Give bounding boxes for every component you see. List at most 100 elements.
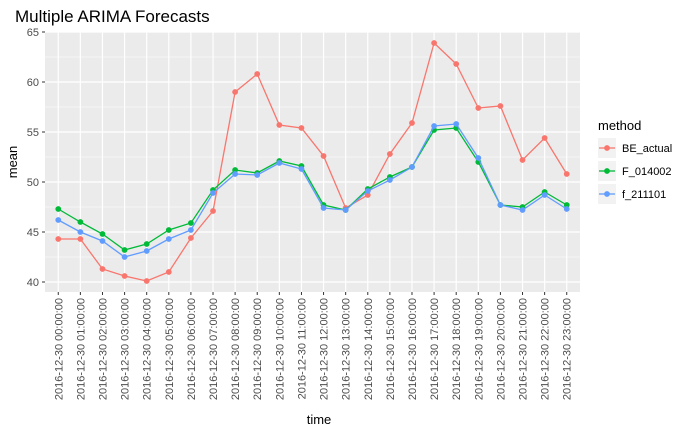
data-point [188,235,194,241]
data-point [121,247,128,253]
x-tick-label: 2016-12-30 11:00:00 [296,298,308,399]
x-tick-label: 2016-12-30 18:00:00 [451,298,463,400]
panel-background [45,32,580,292]
y-axis: 40 45 50 55 60 65 [27,27,45,289]
data-point [541,135,548,141]
x-tick-label: 2016-12-30 07:00:00 [208,298,220,400]
x-tick-label: 2016-12-30 09:00:00 [252,298,264,400]
data-point [55,206,62,212]
data-point [364,188,371,194]
x-tick-label: 2016-12-30 10:00:00 [274,298,286,400]
x-tick-label: 2016-12-30 17:00:00 [429,298,441,400]
data-point [386,177,393,183]
data-point [475,155,482,161]
data-point [453,121,460,127]
data-point [77,229,84,235]
data-point [210,208,216,214]
data-point [77,236,84,242]
chart-title: Multiple ARIMA Forecasts [15,7,210,26]
data-point [497,202,504,208]
legend-item-BE_actual: BE_actual [598,138,672,158]
x-tick-label: 2016-12-30 01:00:00 [75,298,87,400]
x-tick-label: 2016-12-30 15:00:00 [385,298,397,400]
data-point [188,227,194,233]
data-point [563,206,570,212]
data-point [232,171,239,177]
data-point [254,172,261,178]
x-tick-label: 2016-12-30 23:00:00 [562,298,574,400]
x-tick-label: 2016-12-30 22:00:00 [540,298,552,400]
data-point [143,248,150,254]
data-point [55,236,62,242]
plot-panel [45,31,580,292]
x-tick-label: 2016-12-30 08:00:00 [230,298,242,400]
data-point [519,157,526,163]
data-point [475,105,482,111]
x-tick-label: 2016-12-30 21:00:00 [518,298,530,400]
data-point [453,61,460,67]
legend-item-F_014002: F_014002 [598,161,672,181]
x-tick-label: 2016-12-30 19:00:00 [473,298,485,400]
data-point [143,241,150,247]
legend-key-point [604,168,610,174]
legend-title: method [598,118,641,133]
x-tick-label: 2016-12-30 14:00:00 [363,298,375,400]
series-line [57,127,568,251]
data-point [143,278,150,284]
series-f_211101 [55,121,570,260]
y-tick-label: 40 [27,277,39,289]
data-point [121,254,128,260]
series-line [58,41,568,282]
data-point [563,202,570,208]
series-BE_actual [55,40,570,284]
legend: method BE_actual F_014002 f_211101 [598,118,672,204]
y-tick-label: 50 [27,177,39,189]
data-point [519,207,526,213]
series-line [57,123,568,258]
data-point [55,217,62,223]
x-tick-label: 2016-12-30 06:00:00 [186,298,198,400]
data-point [254,71,261,77]
x-tick-label: 2016-12-30 12:00:00 [319,298,331,400]
legend-label: BE_actual [622,143,672,155]
y-tick-label: 55 [27,127,39,139]
data-point [232,167,239,173]
data-point [320,153,327,159]
legend-label: F_014002 [622,166,672,178]
x-tick-label: 2016-12-30 20:00:00 [495,298,507,400]
data-point [431,123,437,129]
legend-item-f_211101: f_211101 [598,184,666,204]
x-tick-label: 2016-12-30 04:00:00 [142,298,154,400]
data-point [409,120,415,126]
data-point [165,227,172,233]
x-tick-label: 2016-12-30 16:00:00 [407,298,419,400]
data-point [386,151,393,157]
data-point [210,190,216,196]
data-point [320,205,327,211]
x-tick-label: 2016-12-30 00:00:00 [53,298,65,400]
x-tick-label: 2016-12-30 02:00:00 [97,298,109,400]
data-point [276,160,283,166]
y-tick-label: 60 [27,77,39,89]
data-point [99,231,106,237]
x-axis-title: time [307,412,332,427]
y-tick-label: 65 [27,27,39,39]
data-point [232,89,239,95]
y-tick-label: 45 [27,227,39,239]
data-point [298,166,305,172]
data-point [431,40,437,46]
x-axis: 2016-12-30 00:00:00 2016-12-30 01:00:00 20… [53,292,574,400]
x-tick-label: 2016-12-30 05:00:00 [164,298,176,400]
legend-key-point [604,145,610,151]
data-point [541,192,548,198]
data-point [165,269,172,275]
data-point [77,219,84,225]
legend-key-point [604,191,610,197]
data-point [497,103,504,109]
legend-label: f_211101 [622,189,666,201]
series-group [55,40,570,284]
data-point [563,171,570,177]
data-point [165,236,172,242]
x-tick-label: 2016-12-30 03:00:00 [120,298,132,400]
